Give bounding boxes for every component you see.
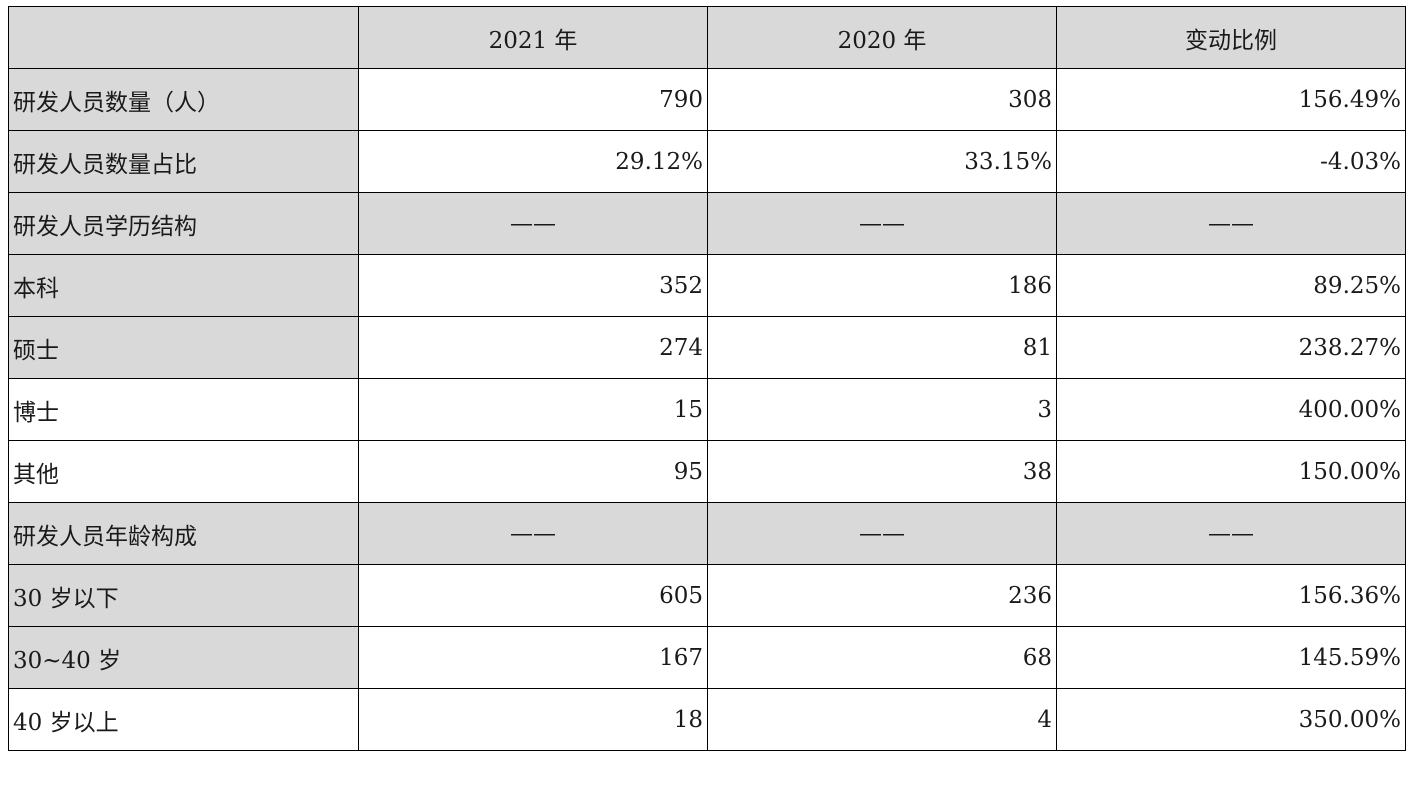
rd-personnel-table: 2021 年 2020 年 变动比例 研发人员数量（人） 790 308 156… [8,6,1406,751]
section-row-age: 研发人员年龄构成 —— —— —— [8,502,1406,565]
row-label: 研发人员数量（人） [8,68,359,131]
value-change: —— [1056,192,1406,255]
value-2020: —— [707,192,1057,255]
section-label: 研发人员年龄构成 [8,502,359,565]
header-2021: 2021 年 [358,6,708,69]
value-change: —— [1056,502,1406,565]
value-change: 350.00% [1056,688,1406,751]
value-2021: 18 [358,688,708,751]
table-row: 30~40 岁 167 68 145.59% [8,626,1406,689]
section-label: 研发人员学历结构 [8,192,359,255]
value-2021: —— [358,502,708,565]
table-row: 研发人员数量（人） 790 308 156.49% [8,68,1406,131]
row-label: 40 岁以上 [8,688,359,751]
value-2020: 308 [707,68,1057,131]
table-row: 本科 352 186 89.25% [8,254,1406,317]
row-label: 硕士 [8,316,359,379]
value-2020: —— [707,502,1057,565]
value-2020: 236 [707,564,1057,627]
value-2020: 33.15% [707,130,1057,193]
value-2021: 29.12% [358,130,708,193]
row-label: 30~40 岁 [8,626,359,689]
value-2020: 186 [707,254,1057,317]
value-2020: 68 [707,626,1057,689]
row-label: 30 岁以下 [8,564,359,627]
value-2020: 81 [707,316,1057,379]
header-row: 2021 年 2020 年 变动比例 [8,6,1406,69]
header-corner-cell [8,6,359,69]
value-2021: 352 [358,254,708,317]
value-change: 156.49% [1056,68,1406,131]
value-2020: 4 [707,688,1057,751]
value-change: 238.27% [1056,316,1406,379]
table-row: 40 岁以上 18 4 350.00% [8,688,1406,751]
value-2021: 95 [358,440,708,503]
value-2020: 38 [707,440,1057,503]
value-change: 156.36% [1056,564,1406,627]
table-row: 30 岁以下 605 236 156.36% [8,564,1406,627]
row-label: 博士 [8,378,359,441]
value-2021: 15 [358,378,708,441]
table-row: 研发人员数量占比 29.12% 33.15% -4.03% [8,130,1406,193]
value-2021: 605 [358,564,708,627]
value-2020: 3 [707,378,1057,441]
table-row: 博士 15 3 400.00% [8,378,1406,441]
table-row: 硕士 274 81 238.27% [8,316,1406,379]
row-label: 其他 [8,440,359,503]
value-change: -4.03% [1056,130,1406,193]
value-change: 89.25% [1056,254,1406,317]
value-2021: 790 [358,68,708,131]
value-2021: 274 [358,316,708,379]
table-row: 其他 95 38 150.00% [8,440,1406,503]
value-change: 150.00% [1056,440,1406,503]
value-change: 400.00% [1056,378,1406,441]
value-2021: —— [358,192,708,255]
value-2021: 167 [358,626,708,689]
header-2020: 2020 年 [707,6,1057,69]
section-row-education: 研发人员学历结构 —— —— —— [8,192,1406,255]
row-label: 研发人员数量占比 [8,130,359,193]
header-change-ratio: 变动比例 [1056,6,1406,69]
row-label: 本科 [8,254,359,317]
value-change: 145.59% [1056,626,1406,689]
